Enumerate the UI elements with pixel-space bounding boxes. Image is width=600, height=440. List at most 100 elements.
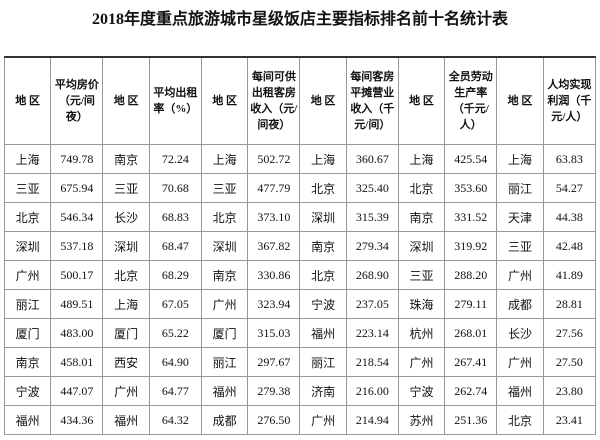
value-cell: 360.67: [345, 144, 399, 174]
region-cell: 长沙: [496, 318, 544, 348]
region-cell: 福州: [3, 405, 52, 435]
value-cell: 477.79: [247, 173, 301, 203]
value-cell: 367.82: [247, 231, 301, 261]
table-row: 福州 434.36 福州 64.32 成都 276.50 广州 214.94 苏州 251.36 北…: [3, 405, 597, 435]
region-cell: 成都: [200, 405, 249, 435]
region-cell: 丽江: [496, 173, 544, 203]
region-cell: 成都: [496, 289, 544, 319]
region-cell: 深圳: [299, 202, 347, 232]
region-cell: 福州: [496, 376, 544, 406]
value-cell: 223.14: [345, 318, 399, 348]
value-cell: 262.74: [444, 376, 498, 406]
region-cell: 深圳: [200, 231, 249, 261]
region-cell: 北京: [102, 260, 150, 290]
region-cell: 长沙: [102, 202, 150, 232]
region-cell: 广州: [200, 289, 249, 319]
value-cell: 216.00: [345, 376, 399, 406]
region-cell: 北京: [3, 202, 52, 232]
region-cell: 上海: [200, 144, 249, 174]
value-cell: 319.92: [444, 231, 498, 261]
value-cell: 288.20: [444, 260, 498, 290]
header-cell: 每间可供出租客房收入（元/间夜）: [247, 56, 301, 145]
region-cell: 北京: [397, 173, 446, 203]
value-cell: 267.41: [444, 347, 498, 377]
table-row: 宁波 447.07 广州 64.77 福州 279.38 济南 216.00 宁波 262.74 福…: [3, 376, 597, 406]
value-cell: 63.83: [542, 144, 597, 174]
region-cell: 广州: [102, 376, 150, 406]
region-cell: 福州: [299, 318, 347, 348]
header-cell: 地 区: [496, 56, 544, 145]
region-cell: 西安: [102, 347, 150, 377]
region-cell: 丽江: [299, 347, 347, 377]
region-cell: 上海: [299, 144, 347, 174]
value-cell: 268.90: [345, 260, 399, 290]
region-cell: 南京: [3, 347, 52, 377]
region-cell: 广州: [496, 260, 544, 290]
region-cell: 天津: [496, 202, 544, 232]
value-cell: 268.01: [444, 318, 498, 348]
value-cell: 67.05: [148, 289, 202, 319]
header-cell: 人均实现利润（千元/人）: [542, 56, 597, 145]
region-cell: 三亚: [102, 173, 150, 203]
value-cell: 331.52: [444, 202, 498, 232]
value-cell: 323.94: [247, 289, 301, 319]
value-cell: 279.38: [247, 376, 301, 406]
table-row: 广州 500.17 北京 68.29 南京 330.86 北京 268.90 三亚 288.20 广…: [3, 260, 597, 290]
value-cell: 42.48: [542, 231, 597, 261]
value-cell: 489.51: [50, 289, 104, 319]
value-cell: 325.40: [345, 173, 399, 203]
header-cell: 地 区: [397, 56, 446, 145]
header-cell: 地 区: [3, 56, 52, 145]
region-cell: 厦门: [3, 318, 52, 348]
value-cell: 23.41: [542, 405, 597, 435]
value-cell: 44.38: [542, 202, 597, 232]
value-cell: 218.54: [345, 347, 399, 377]
header-cell: 平均出租率（%）: [148, 56, 202, 145]
region-cell: 南京: [200, 260, 249, 290]
region-cell: 珠海: [397, 289, 446, 319]
header-cell: 地 区: [200, 56, 249, 145]
value-cell: 70.68: [148, 173, 202, 203]
table-row: 南京 458.01 西安 64.90 丽江 297.67 丽江 218.54 广州 267.41 广…: [3, 347, 597, 377]
table-row: 北京 546.34 长沙 68.83 北京 373.10 深圳 315.39 南京 331.52 天…: [3, 202, 597, 232]
region-cell: 广州: [397, 347, 446, 377]
region-cell: 南京: [397, 202, 446, 232]
region-cell: 杭州: [397, 318, 446, 348]
region-cell: 北京: [299, 260, 347, 290]
value-cell: 373.10: [247, 202, 301, 232]
value-cell: 315.03: [247, 318, 301, 348]
value-cell: 27.56: [542, 318, 597, 348]
value-cell: 28.81: [542, 289, 597, 319]
region-cell: 宁波: [299, 289, 347, 319]
value-cell: 68.83: [148, 202, 202, 232]
value-cell: 749.78: [50, 144, 104, 174]
region-cell: 南京: [102, 144, 150, 174]
value-cell: 353.60: [444, 173, 498, 203]
value-cell: 330.86: [247, 260, 301, 290]
value-cell: 297.67: [247, 347, 301, 377]
region-cell: 深圳: [3, 231, 52, 261]
value-cell: 500.17: [50, 260, 104, 290]
region-cell: 上海: [3, 144, 52, 174]
region-cell: 上海: [397, 144, 446, 174]
value-cell: 64.90: [148, 347, 202, 377]
region-cell: 深圳: [102, 231, 150, 261]
value-cell: 502.72: [247, 144, 301, 174]
value-cell: 23.80: [542, 376, 597, 406]
region-cell: 三亚: [397, 260, 446, 290]
table-row: 上海 749.78 南京 72.24 上海 502.72 上海 360.67 上海 425.54 上…: [3, 144, 597, 174]
value-cell: 434.36: [50, 405, 104, 435]
table-row: 深圳 537.18 深圳 68.47 深圳 367.82 南京 279.34 深圳 319.92 三…: [3, 231, 597, 261]
value-cell: 64.32: [148, 405, 202, 435]
region-cell: 丽江: [200, 347, 249, 377]
value-cell: 458.01: [50, 347, 104, 377]
table-row: 丽江 489.51 上海 67.05 广州 323.94 宁波 237.05 珠海 279.11 成…: [3, 289, 597, 319]
header-cell: 地 区: [299, 56, 347, 145]
region-cell: 南京: [299, 231, 347, 261]
value-cell: 425.54: [444, 144, 498, 174]
header-cell: 地 区: [102, 56, 150, 145]
value-cell: 68.29: [148, 260, 202, 290]
region-cell: 上海: [496, 144, 544, 174]
region-cell: 苏州: [397, 405, 446, 435]
value-cell: 546.34: [50, 202, 104, 232]
